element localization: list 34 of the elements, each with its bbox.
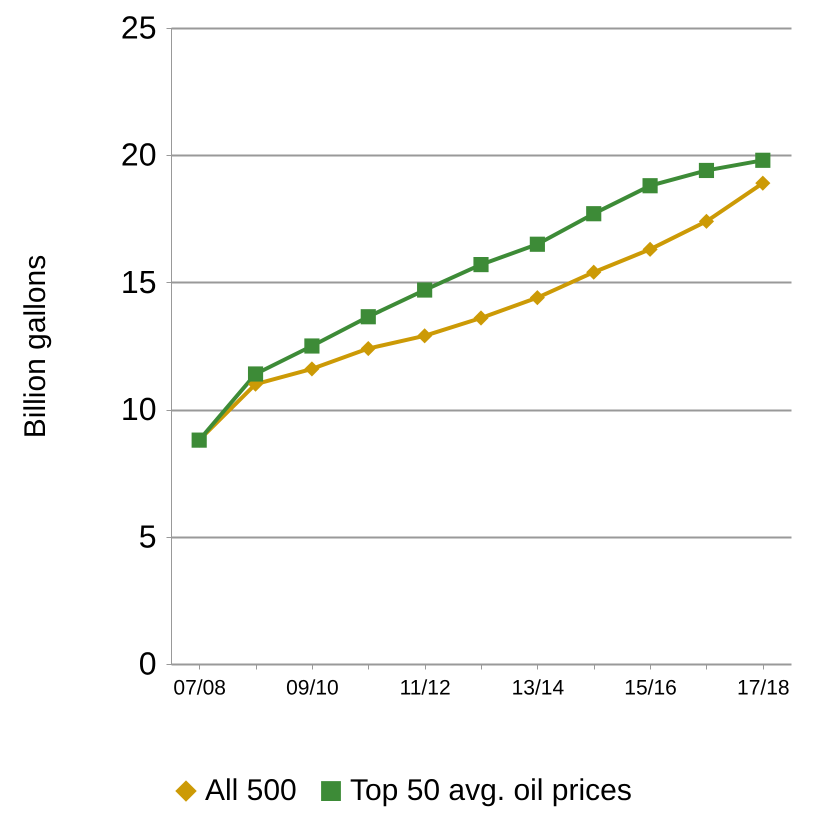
x-tick-label: 13/14: [512, 676, 564, 700]
point: [530, 290, 545, 306]
point: [473, 310, 489, 326]
x-tick-label: 15/16: [624, 676, 677, 700]
point: [304, 361, 320, 376]
y-axis-title: Billion gallons: [18, 254, 52, 438]
point: [755, 152, 770, 168]
y-tick-label: 20: [120, 136, 156, 173]
point: [417, 328, 432, 344]
y-tick-label: 25: [120, 10, 156, 46]
point: [530, 236, 545, 252]
point: [586, 264, 602, 280]
legend-label: All 500: [205, 774, 297, 808]
x-tick-label: 07/08: [173, 676, 226, 700]
point: [755, 176, 770, 191]
point: [473, 257, 489, 272]
y-tick-label: 10: [120, 391, 156, 428]
y-tick-label: 5: [138, 518, 156, 554]
point: [642, 242, 658, 257]
point: [304, 338, 320, 354]
point: [642, 178, 658, 194]
point: [417, 282, 432, 298]
legend-label: Top 50 avg. oil prices: [350, 774, 632, 808]
point: [360, 309, 376, 324]
point: [698, 162, 714, 178]
x-tick-label: 11/12: [400, 676, 451, 700]
point: [586, 206, 602, 222]
y-tick-label: 0: [138, 646, 156, 682]
x-tick-label: 09/10: [286, 676, 339, 700]
point: [360, 340, 376, 356]
point: [698, 214, 714, 229]
point: [248, 366, 264, 382]
y-tick-label: 15: [120, 264, 156, 300]
x-tick-label: 17/18: [737, 676, 790, 700]
